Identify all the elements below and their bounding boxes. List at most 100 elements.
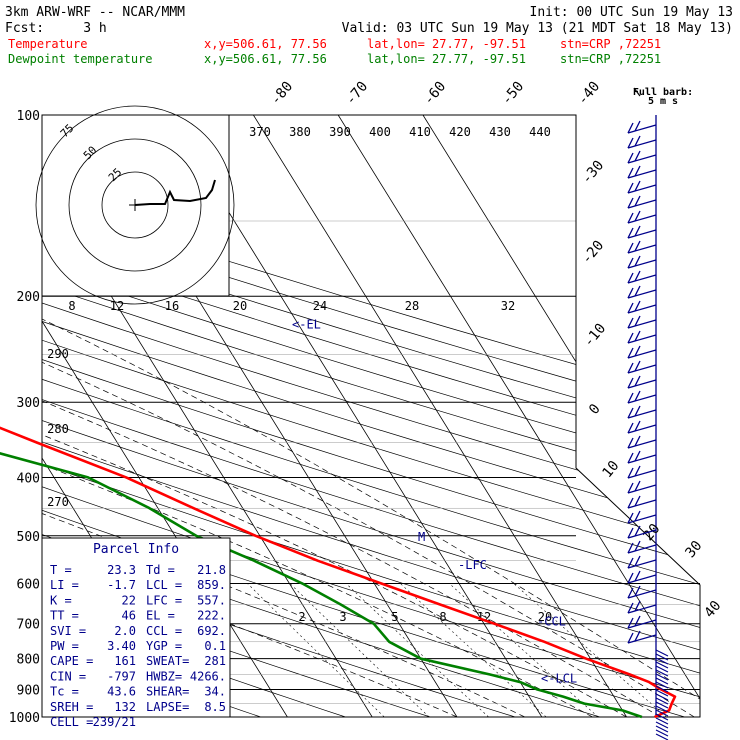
barb-flag bbox=[634, 435, 641, 447]
wind-barb bbox=[627, 315, 657, 329]
barb-flag bbox=[627, 347, 634, 359]
isotherm-label: -50 bbox=[499, 79, 528, 109]
dewpoint-station: stn=CRP ,72251 bbox=[560, 52, 661, 66]
temperature-profile bbox=[0, 426, 677, 719]
parcel-info-frame bbox=[41, 537, 231, 718]
wind-barb bbox=[627, 135, 657, 149]
pressure-label: 300 bbox=[17, 396, 40, 411]
barb-flag bbox=[634, 540, 641, 552]
barb-staff bbox=[627, 334, 657, 344]
barb-staff bbox=[627, 529, 657, 539]
barb-flag bbox=[627, 602, 634, 614]
hodograph-ring bbox=[35, 105, 235, 305]
wind-barb bbox=[627, 615, 657, 629]
theta-side-label: 290 bbox=[47, 347, 69, 361]
parcel-key: CELL = bbox=[50, 715, 93, 729]
wind-barb bbox=[627, 240, 657, 254]
moist-adiabat bbox=[42, 295, 593, 717]
parcel-key: Tc = bbox=[50, 685, 79, 699]
barb-flag bbox=[627, 452, 634, 464]
level-annotation: <-LCL bbox=[541, 671, 577, 685]
wind-barb bbox=[627, 255, 657, 269]
barb-flag bbox=[627, 362, 634, 374]
barb-flag bbox=[627, 212, 634, 224]
parcel-value: -1.7 bbox=[107, 578, 136, 592]
pressure-label: 900 bbox=[17, 683, 40, 698]
isotherm-label: -70 bbox=[343, 79, 372, 109]
low-level-barb bbox=[655, 713, 669, 721]
wind-barb bbox=[627, 540, 657, 554]
barb-flag bbox=[627, 302, 634, 314]
parcel-key: T = bbox=[50, 563, 72, 577]
isotherm-label: 10 bbox=[599, 458, 622, 481]
barb-staff bbox=[627, 139, 657, 149]
wind-barb bbox=[627, 300, 657, 314]
barb-flag bbox=[627, 257, 634, 269]
barb-staff bbox=[627, 184, 657, 194]
low-level-barb bbox=[655, 697, 669, 705]
pressure-label: 600 bbox=[17, 577, 40, 592]
barb-legend-value: 5 m s bbox=[648, 96, 678, 107]
barb-flag bbox=[634, 210, 641, 222]
barb-staff bbox=[627, 469, 657, 479]
mixing-ratio-label: 5 bbox=[391, 610, 398, 624]
wind-barb bbox=[627, 390, 657, 404]
parcel-value: -797 bbox=[107, 669, 136, 683]
parcel-key: LAPSE= bbox=[146, 700, 189, 714]
annotations-layer: <-EL -LFC -CCL <-LCL M bbox=[292, 318, 577, 686]
theta-label: 420 bbox=[449, 125, 471, 139]
barb-flag bbox=[627, 557, 634, 569]
barb-staff bbox=[627, 544, 657, 554]
parcel-key: Td = bbox=[146, 563, 175, 577]
barb-staff bbox=[627, 424, 657, 434]
parcel-value: 22 bbox=[122, 593, 136, 607]
mixing-ratio-line bbox=[400, 583, 547, 717]
barb-flag bbox=[634, 615, 641, 627]
theta-side-label: 270 bbox=[47, 495, 69, 509]
wind-barb bbox=[627, 180, 657, 194]
parcel-info-title: Parcel Info bbox=[93, 542, 179, 557]
barb-flag bbox=[627, 182, 634, 194]
parcel-key: HWBZ= bbox=[146, 669, 182, 683]
barb-staff bbox=[627, 199, 657, 209]
wind-speed-label: 16 bbox=[165, 299, 179, 313]
barb-staff bbox=[627, 214, 657, 224]
isotherm-label: 30 bbox=[682, 538, 705, 561]
barb-staff bbox=[627, 154, 657, 164]
barb-flag bbox=[634, 285, 641, 297]
dewpoint-latlon: lat,lon= 27.77, -97.51 bbox=[367, 52, 526, 66]
isotherm-label: -80 bbox=[268, 79, 297, 109]
isotherm-label: -60 bbox=[421, 79, 450, 109]
barb-flag bbox=[627, 437, 634, 449]
low-level-barb bbox=[655, 685, 669, 693]
wind-barb bbox=[627, 570, 657, 584]
wind-barb bbox=[627, 465, 657, 479]
barb-staff bbox=[627, 619, 657, 629]
wind-barb bbox=[627, 345, 657, 359]
isotherm-label: -30 bbox=[579, 158, 608, 188]
barb-flag bbox=[627, 287, 634, 299]
barb-flag bbox=[634, 240, 641, 252]
temperature-legend: Temperature bbox=[8, 37, 87, 51]
barb-flag bbox=[627, 512, 634, 524]
wind-speed-label: 8 bbox=[68, 299, 75, 313]
barb-staff bbox=[627, 379, 657, 389]
theta-side-label: 280 bbox=[47, 422, 69, 436]
parcel-key: TT = bbox=[50, 609, 79, 623]
wind-barb bbox=[627, 600, 657, 614]
parcel-value: 222. bbox=[197, 609, 226, 623]
barb-flag bbox=[634, 510, 641, 522]
barb-flag bbox=[627, 407, 634, 419]
temperature-xy: x,y=506.61, 77.56 bbox=[204, 37, 327, 51]
barb-flag bbox=[634, 345, 641, 357]
parcel-value: 692. bbox=[197, 624, 226, 638]
parcel-key: SVI = bbox=[50, 624, 86, 638]
pressure-label: 800 bbox=[17, 653, 40, 668]
parcel-value: 2.0 bbox=[114, 624, 136, 638]
parcel-key: YGP = bbox=[146, 639, 182, 653]
low-level-barb bbox=[655, 721, 669, 729]
mixing-ratio-label: 2 bbox=[298, 610, 305, 624]
theta-label: 380 bbox=[289, 125, 311, 139]
level-annotation: <-EL bbox=[292, 318, 321, 332]
